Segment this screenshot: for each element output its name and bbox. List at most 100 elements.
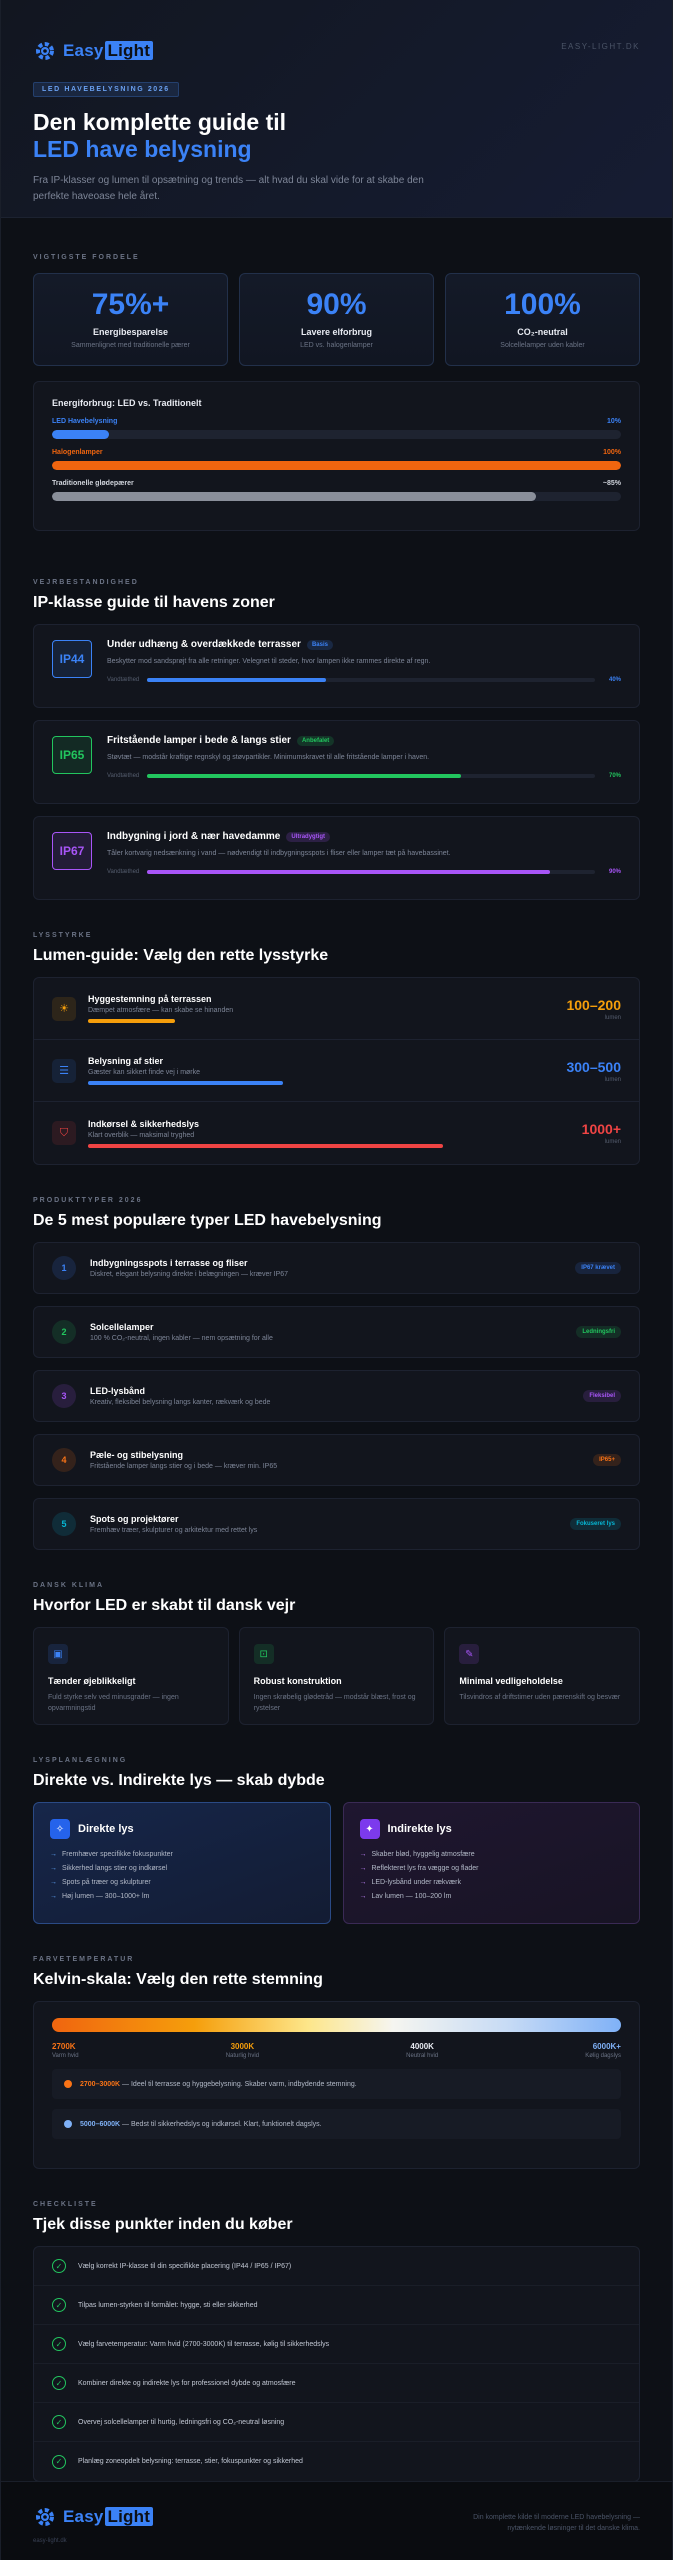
ip-title-text: Under udhæng & overdækkede terrasser bbox=[107, 639, 301, 650]
color-dot-icon bbox=[64, 2080, 72, 2088]
ip-bar-track bbox=[147, 678, 595, 682]
kelvin-tick: 4000K Neutral hvid bbox=[406, 2042, 438, 2059]
kelvin-tick-desc: Neutral hvid bbox=[406, 2053, 439, 2059]
ip-pill: Basis bbox=[306, 639, 333, 650]
checklist-item[interactable]: ✓ Tilpas lumen-styrken til formålet: hygg… bbox=[34, 2286, 639, 2325]
stat-card: 75%+ Energibesparelse Sammenlignet med t… bbox=[33, 273, 228, 366]
ip-title-text: Indbygning i jord & nær havedamme bbox=[107, 831, 281, 842]
energy-row-label: LED Havebelysning bbox=[52, 418, 118, 425]
type-desc: Fritstående lamper langs stier og i bede… bbox=[90, 1463, 278, 1470]
footer-text: Din komplette kilde til moderne LED have… bbox=[473, 2514, 640, 2532]
kelvin-note-desc: — Bedst til sikkerhedslys og indkørsel. … bbox=[120, 2120, 322, 2128]
stat-label: Energibesparelse bbox=[92, 327, 169, 337]
kelvin-note-desc: — Ideel til terrasse og hyggebelysning. … bbox=[120, 2080, 357, 2088]
lumen-section: LYSSTYRKE Lumen-guide: Vælg den rette ly… bbox=[1, 932, 672, 1165]
feature-desc: Ingen skrøbelig glødetråd — modstår blæs… bbox=[253, 1694, 416, 1712]
lumen-unit: lumen bbox=[604, 1139, 621, 1145]
lumen-row: ⛉ Indkørsel & sikkerhedslys Klart overblik… bbox=[34, 1102, 639, 1164]
kelvin-tick-value: 6000K+ bbox=[592, 2042, 621, 2051]
type-name: LED-lysbånd bbox=[90, 1386, 146, 1396]
type-body: Indbygningsspots i terrasse og fliser Dis… bbox=[90, 1258, 575, 1278]
ip-code-badge: IP44 bbox=[52, 640, 92, 678]
lumen-row: ☰ Belysning af stier Gæster kan sikkert fi… bbox=[34, 1040, 639, 1102]
section-title: Hvorfor LED er skabt til dansk vejr bbox=[33, 1597, 296, 1614]
lumen-number: 300–500 bbox=[566, 1058, 621, 1075]
ip-bar-pct: 40% bbox=[608, 677, 621, 683]
kelvin-note-range: 2700–3000K bbox=[80, 2080, 121, 2088]
indirect-list-text: Lav lumen — 100–200 lm bbox=[371, 1893, 452, 1900]
lumen-body: Belysning af stier Gæster kan sikkert fin… bbox=[88, 1056, 521, 1085]
hero-tag: LED HAVEBELYSNING 2026 bbox=[33, 82, 179, 97]
energy-comparison-card: Energiforbrug: LED vs. Traditionelt LED … bbox=[33, 381, 640, 531]
type-name: Spots og projektører bbox=[90, 1514, 179, 1524]
checklist-item[interactable]: ✓ Vælg korrekt IP-klasse til din specifik… bbox=[34, 2247, 639, 2286]
indirect-list-text: Reflekteret lys fra vægge og flader bbox=[371, 1865, 479, 1872]
indirect-list-item: → Lav lumen — 100–200 lm bbox=[360, 1893, 624, 1900]
product-type-row[interactable]: 3 LED-lysbånd Kreativ, fleksibel belysning… bbox=[33, 1370, 640, 1422]
feature-desc: Fuld styrke selv ved minusgrader — ingen… bbox=[48, 1694, 179, 1712]
logo[interactable]: Easy Light bbox=[33, 36, 640, 66]
indirect-list-item: → LED-lysbånd under rækværk bbox=[360, 1879, 624, 1886]
kelvin-tick-value: 2700K bbox=[52, 2042, 76, 2051]
gear-logo-icon bbox=[36, 2508, 54, 2526]
checklist-item[interactable]: ✓ Overvej solcellelamper til hurtig, ledn… bbox=[34, 2403, 639, 2442]
checklist-text: Vælg korrekt IP-klasse til din specifikk… bbox=[78, 2262, 292, 2270]
product-type-row[interactable]: 5 Spots og projektører Fremhæv træer, skul… bbox=[33, 1498, 640, 1550]
product-type-row[interactable]: 1 Indbygningsspots i terrasse og fliser Di… bbox=[33, 1242, 640, 1294]
checklist-item[interactable]: ✓ Kombiner direkte og indirekte lys for p… bbox=[34, 2364, 639, 2403]
lumen-value: 1000+ lumen bbox=[521, 1121, 621, 1145]
kelvin-note-range: 5000–6000K bbox=[80, 2120, 121, 2128]
checklist-text: Tilpas lumen-styrken til formålet: hygge… bbox=[78, 2301, 258, 2309]
checklist-item[interactable]: ✓ Vælg farvetemperatur: Varm hvid (2700-3… bbox=[34, 2325, 639, 2364]
direct-light-card: ✧ Direkte lys → Fremhæver specifikke fokus… bbox=[33, 1802, 331, 1924]
type-name: Solcellelamper bbox=[90, 1322, 154, 1332]
indirect-list-text: LED-lysbånd under rækværk bbox=[371, 1879, 461, 1886]
product-type-row[interactable]: 4 Pæle- og stibelysning Fritstående lamper… bbox=[33, 1434, 640, 1486]
ip-code-badge: IP67 bbox=[52, 832, 92, 870]
direct-light-title: Direkte lys bbox=[78, 1823, 134, 1835]
product-type-row[interactable]: 2 Solcellelamper 100 % CO₂-neutral, ingen … bbox=[33, 1306, 640, 1358]
ip-title: Under udhæng & overdækkede terrasser Basi… bbox=[107, 639, 621, 650]
lumen-value: 100–200 lumen bbox=[521, 997, 621, 1021]
kelvin-section: FARVETEMPERATUR Kelvin-skala: Vælg den r… bbox=[1, 1956, 672, 2169]
feature-card: ⊡ Robust konstruktion Ingen skrøbelig glød… bbox=[238, 1627, 435, 1725]
checklist-text: Planlæg zoneopdelt belysning: terrasse, … bbox=[78, 2458, 303, 2465]
lumen-desc: Gæster kan sikkert finde vej i mørke bbox=[88, 1069, 201, 1076]
benefits-section: VIGTIGSTE FORDELE 75%+ Energibesparelse … bbox=[1, 254, 672, 531]
ip-bar-pct: 70% bbox=[608, 773, 621, 779]
lumen-body: Indkørsel & sikkerhedslys Klart overblik … bbox=[88, 1119, 521, 1148]
site-url[interactable]: EASY-LIGHT.DK bbox=[561, 42, 640, 51]
section-title: Kelvin-skala: Vælg den rette stemning bbox=[33, 1971, 323, 1988]
footer: Easy Light easy-light.dk Din komplette ki… bbox=[1, 2481, 672, 2560]
energy-row-value: 100% bbox=[603, 449, 621, 456]
type-pill: Ledningsfri bbox=[576, 1326, 621, 1338]
sun-icon: ☀ bbox=[52, 996, 76, 1021]
ip-title: Fritstående lamper i bede & langs stier A… bbox=[107, 735, 621, 746]
arrow-icon: → bbox=[359, 1865, 367, 1872]
checklist-text: Kombiner direkte og indirekte lys for pr… bbox=[78, 2379, 296, 2387]
indirect-list-item: → Reflekteret lys fra vægge og flader bbox=[360, 1865, 624, 1872]
direct-light-icon: ✧ bbox=[50, 1819, 70, 1839]
checklist-item[interactable]: ✓ Planlæg zoneopdelt belysning: terrasse,… bbox=[34, 2442, 639, 2481]
section-eyebrow: PRODUKTTYPER 2026 bbox=[33, 1197, 143, 1204]
ip-bar-track bbox=[147, 870, 595, 874]
type-number: 5 bbox=[52, 1512, 76, 1536]
stat-value: 100% bbox=[504, 288, 581, 321]
lumen-bar bbox=[88, 1143, 444, 1148]
ip-pill: Ultradygtigt bbox=[286, 831, 331, 842]
ip-body: Under udhæng & overdækkede terrasser Basi… bbox=[107, 639, 621, 693]
energy-title: Energiforbrug: LED vs. Traditionelt bbox=[52, 398, 202, 408]
direct-list-item: → Fremhæver specifikke fokuspunkter bbox=[50, 1851, 314, 1858]
path-icon: ☰ bbox=[52, 1058, 76, 1083]
ip-bar-pct: 90% bbox=[608, 869, 621, 875]
lumen-name: Indkørsel & sikkerhedslys bbox=[88, 1118, 200, 1129]
ip-bar-fill bbox=[147, 870, 551, 874]
section-eyebrow: LYSPLANLÆGNING bbox=[33, 1757, 128, 1764]
energy-row-value: 10% bbox=[606, 418, 621, 425]
feature-card: ✎ Minimal vedligeholdelse Tilsvindros af d… bbox=[444, 1627, 641, 1725]
footer-url[interactable]: easy-light.dk bbox=[33, 2538, 67, 2544]
footer-logo[interactable]: Easy Light bbox=[33, 2502, 640, 2532]
energy-bar-fill bbox=[52, 430, 109, 439]
ip-waterproof-bar: Vandtæthed 40% bbox=[107, 677, 621, 683]
lumen-desc: Klart overblik — maksimal tryghed bbox=[88, 1131, 195, 1139]
